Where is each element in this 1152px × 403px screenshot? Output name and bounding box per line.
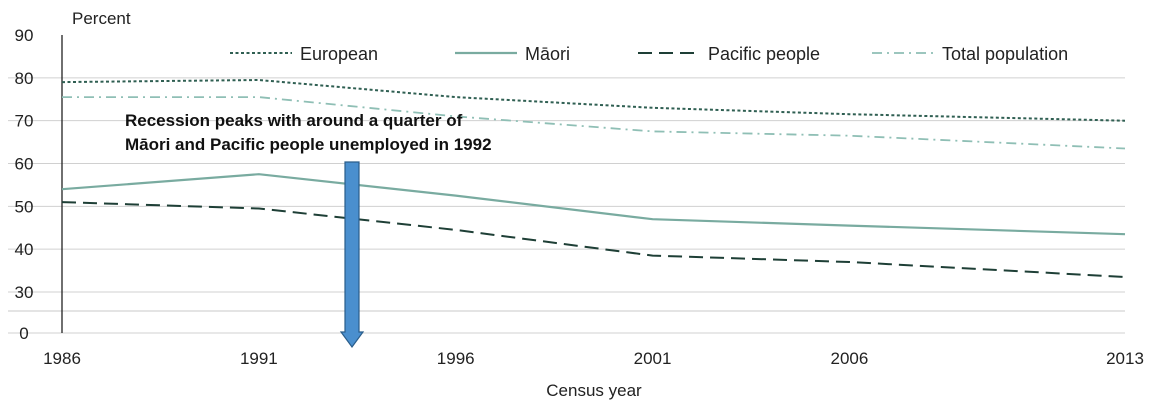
x-tick-label: 1991	[240, 349, 278, 368]
y-tick-label: 70	[15, 112, 34, 131]
x-tick-label: 1986	[43, 349, 81, 368]
y-tick-label: 60	[15, 155, 34, 174]
legend: European Māori Pacific people Total populat…	[230, 44, 1068, 64]
y-tick-label: 50	[15, 197, 34, 216]
y-axis-title: Percent	[72, 9, 131, 28]
x-tick-labels: 1986 1991 1996 2001 2006 2013	[43, 349, 1144, 368]
legend-label: Māori	[525, 44, 570, 64]
legend-label: Total population	[942, 44, 1068, 64]
x-tick-label: 1996	[437, 349, 475, 368]
legend-label: Pacific people	[708, 44, 820, 64]
y-tick-label: 80	[15, 69, 34, 88]
x-tick-label: 2006	[830, 349, 868, 368]
y-tick-label: 40	[15, 240, 34, 259]
series-line-m-ori	[61, 173, 1126, 236]
annotation-arrow	[339, 161, 365, 349]
legend-label: European	[300, 44, 378, 64]
grid-lines	[8, 35, 1125, 334]
y-tick-label: 90	[15, 26, 34, 45]
annotation-text: Recession peaks with around a quarter of	[125, 111, 463, 130]
series-lines	[61, 78, 1126, 278]
series-line-pacific-people	[61, 201, 1126, 278]
x-tick-label: 2001	[634, 349, 672, 368]
series-line-total-population	[62, 96, 1126, 150]
annotation-text: Māori and Pacific people unemployed in 1…	[125, 135, 492, 154]
y-tick-labels: 0 30 40 50 60 70 80 90	[15, 26, 34, 343]
y-tick-label: 0	[19, 324, 28, 343]
x-tick-label: 2013	[1106, 349, 1144, 368]
x-axis-title: Census year	[546, 381, 642, 400]
annotation: Recession peaks with around a quarter of…	[125, 111, 492, 349]
y-tick-label: 30	[15, 283, 34, 302]
